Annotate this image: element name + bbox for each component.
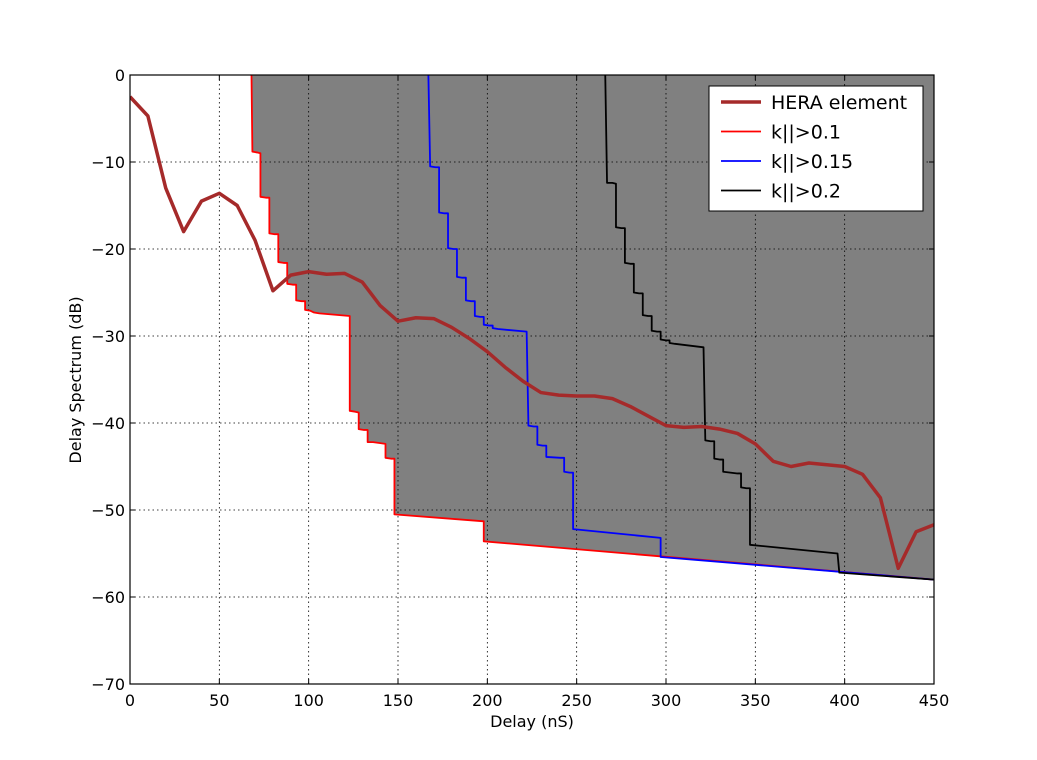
y-tick-label: −60 — [91, 588, 125, 607]
legend-label: k||>0.1 — [771, 122, 841, 144]
series-lines — [130, 75, 934, 581]
series-line — [130, 95, 934, 571]
legend: HERA element k||>0.1 k||>0.15 k||>0.2 — [708, 85, 924, 212]
x-tick-label: 250 — [561, 691, 592, 710]
x-tick-label: 200 — [472, 691, 503, 710]
y-tick-label: −30 — [91, 327, 125, 346]
x-tick-label: 150 — [383, 691, 414, 710]
legend-label: k||>0.15 — [771, 151, 853, 173]
x-tick-label: 400 — [829, 691, 860, 710]
x-tick-label: 0 — [125, 691, 135, 710]
axis-ticks: 0 50 100 150 200 250 300 350 400 450 0 −10 −20 −30 −40… — [91, 66, 949, 710]
x-tick-label: 450 — [919, 691, 950, 710]
y-axis-title: Delay Spectrum (dB) — [66, 296, 85, 463]
x-tick-label: 300 — [651, 691, 682, 710]
y-tick-label: −50 — [91, 501, 125, 520]
series-line — [250, 75, 934, 581]
y-tick-label: −20 — [91, 240, 125, 259]
x-axis-title: Delay (nS) — [490, 712, 574, 731]
y-tick-label: −40 — [91, 414, 125, 433]
x-tick-label: 350 — [740, 691, 771, 710]
y-tick-label: −70 — [91, 675, 125, 694]
x-tick-label: 50 — [209, 691, 229, 710]
plot-frame — [129, 74, 935, 685]
x-tick-label: 100 — [293, 691, 324, 710]
grid-lines — [130, 75, 934, 684]
series-line — [604, 75, 934, 581]
y-tick-label: −10 — [91, 153, 125, 172]
series-line — [427, 75, 934, 581]
legend-label: k||>0.2 — [771, 181, 841, 203]
y-tick-label: 0 — [115, 66, 125, 85]
legend-label: HERA element — [771, 92, 907, 114]
